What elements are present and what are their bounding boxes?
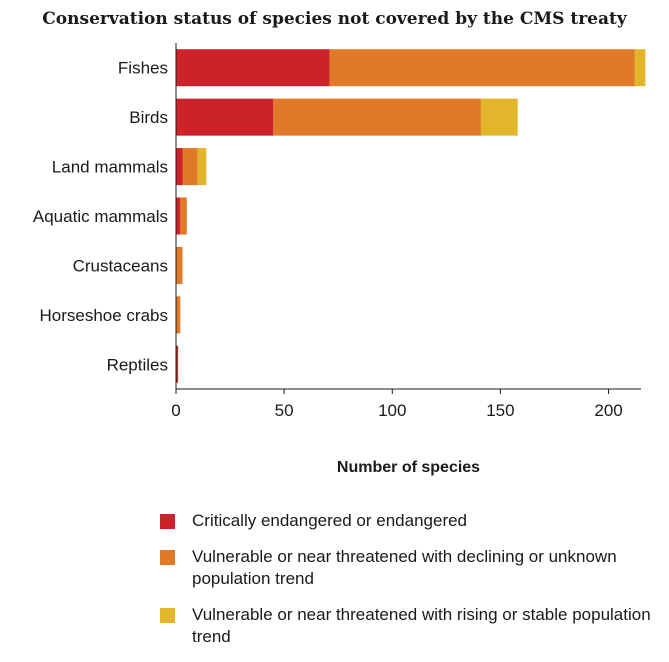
legend-item-2: Vulnerable or near threatened with decli…	[160, 546, 660, 590]
category-label: Reptiles	[107, 355, 168, 374]
bar-horseshoe-crabs-series-2	[176, 296, 181, 334]
bar-fishes-series-1	[176, 49, 330, 87]
bar-land-mammals-series-3	[197, 148, 207, 186]
legend-swatch	[160, 514, 175, 529]
legend-label: Vulnerable or near threatened with decli…	[192, 547, 617, 588]
x-tick-label: 100	[378, 401, 406, 420]
bar-chart: Fishes Birds Land mammals Aquatic mammals Cr…	[33, 43, 646, 476]
legend-item-3: Vulnerable or near threatened with risin…	[160, 604, 660, 648]
bars-group	[176, 49, 646, 383]
bar-birds-series-1	[176, 98, 274, 136]
chart-title: Conservation status of species not cover…	[42, 9, 627, 29]
category-label: Horseshoe crabs	[39, 306, 168, 325]
bar-fishes-series-3	[634, 49, 646, 87]
x-tick-label: 200	[594, 401, 622, 420]
bar-land-mammals-series-2	[182, 148, 198, 186]
bar-crustaceans-series-2	[176, 246, 183, 284]
legend-swatch	[160, 550, 175, 565]
category-label: Birds	[129, 108, 168, 127]
legend-label: Vulnerable or near threatened with risin…	[192, 605, 651, 646]
category-label: Crustaceans	[73, 256, 168, 275]
x-tick-label: 150	[486, 401, 514, 420]
bar-birds-series-3	[480, 98, 518, 136]
x-tick-label: 50	[275, 401, 294, 420]
category-labels: Fishes Birds Land mammals Aquatic mammals Cr…	[33, 59, 168, 375]
legend-label: Critically endangered or endangered	[192, 511, 468, 530]
x-axis-ticks: 0 50 100 150 200	[171, 389, 623, 420]
bar-fishes-series-2	[329, 49, 635, 87]
legend-swatch	[160, 608, 175, 623]
legend: Critically endangered or endangered Vulne…	[160, 510, 660, 662]
bar-aquatic-mammals-series-1	[176, 197, 181, 235]
category-label: Aquatic mammals	[33, 207, 168, 226]
x-axis-title: Number of species	[337, 459, 480, 476]
bar-aquatic-mammals-series-2	[180, 197, 187, 235]
category-label: Fishes	[118, 59, 168, 78]
x-tick-label: 0	[171, 401, 180, 420]
bar-land-mammals-series-1	[176, 148, 183, 186]
bar-reptiles-series-1	[176, 345, 179, 383]
bar-birds-series-2	[273, 98, 481, 136]
category-label: Land mammals	[52, 158, 168, 177]
legend-item-1: Critically endangered or endangered	[160, 510, 660, 532]
